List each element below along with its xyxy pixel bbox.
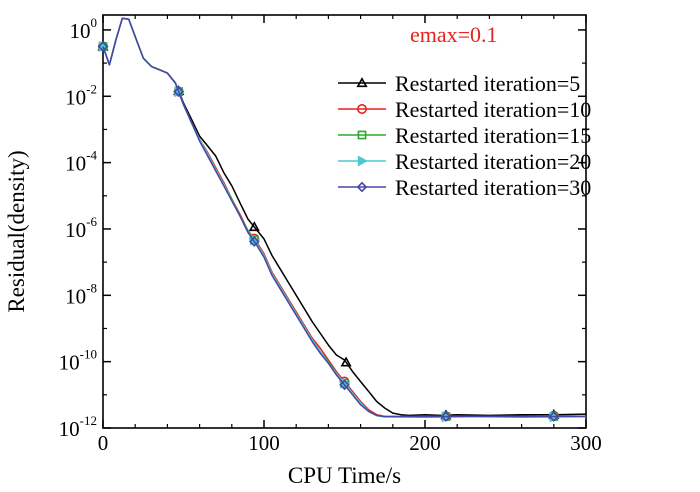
legend-item: Restarted iteration=15 xyxy=(338,123,591,148)
y-tick-label: 100 xyxy=(70,15,98,43)
series-marker xyxy=(440,411,452,422)
series-5 xyxy=(97,17,587,422)
y-tick-label: 10-2 xyxy=(65,81,97,109)
y-axis-title: Residual(density) xyxy=(4,150,29,312)
legend-item: Restarted iteration=30 xyxy=(338,175,591,200)
series-marker xyxy=(249,236,260,247)
x-tick-label: 300 xyxy=(570,431,602,455)
legend-label: Restarted iteration=5 xyxy=(395,71,580,96)
y-tick-label: 10-8 xyxy=(65,280,97,308)
series-marker xyxy=(340,356,352,367)
legend-item: Restarted iteration=10 xyxy=(338,97,591,122)
x-tick-label: 0 xyxy=(98,431,109,455)
plot-frame xyxy=(102,14,587,429)
x-axis-title: CPU Time/s xyxy=(288,463,401,488)
series-marker xyxy=(248,221,260,232)
y-tick-label: 10-4 xyxy=(65,148,97,176)
legend-marker xyxy=(356,77,368,88)
x-tick-label: 200 xyxy=(409,431,441,455)
legend-item: Restarted iteration=5 xyxy=(338,71,580,96)
legend-label: Restarted iteration=30 xyxy=(395,175,591,200)
axes: 0 100 200 300 100 10-2 10-4 10-6 10-8 10-10 10-12 xyxy=(59,15,602,455)
legend-marker xyxy=(356,104,367,115)
legend-item: Restarted iteration=20 xyxy=(338,149,591,174)
series-group xyxy=(97,17,587,423)
legend-marker xyxy=(357,130,367,140)
legend-label: Restarted iteration=20 xyxy=(395,149,591,174)
y-tick-label: 10-12 xyxy=(59,413,97,441)
y-tick-label: 10-6 xyxy=(65,214,97,242)
series-marker xyxy=(173,86,185,97)
series-marker xyxy=(548,411,560,422)
legend-marker xyxy=(356,181,368,193)
series-marker xyxy=(339,379,350,391)
series-marker xyxy=(97,41,109,52)
emax-annotation: emax=0.1 xyxy=(410,22,498,47)
y-tick-label: 10-10 xyxy=(59,347,97,375)
legend-label: Restarted iteration=15 xyxy=(395,123,591,148)
legend-label: Restarted iteration=10 xyxy=(395,97,591,122)
legend-marker xyxy=(357,155,368,167)
x-tick-label: 100 xyxy=(248,431,280,455)
